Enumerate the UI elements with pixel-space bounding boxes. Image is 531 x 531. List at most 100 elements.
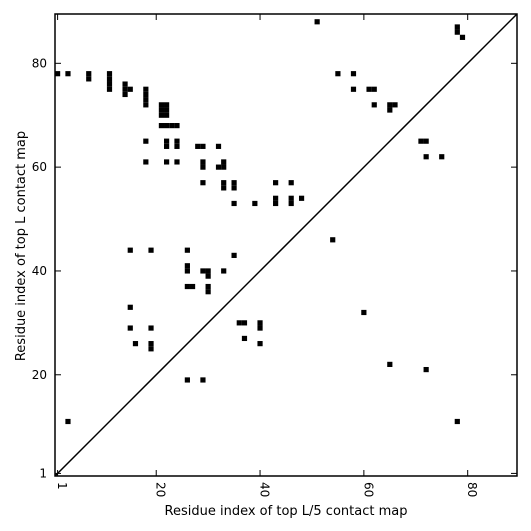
contact-point	[392, 102, 398, 108]
contact-point	[200, 164, 206, 170]
contact-point	[158, 102, 165, 108]
contact-point	[158, 112, 165, 118]
contact-point	[200, 143, 206, 149]
contact-point	[200, 268, 206, 274]
contact-point	[106, 81, 113, 87]
contact-point	[335, 71, 341, 77]
contact-point	[231, 200, 237, 207]
tick-labels: 1 20 40 60 80 1 20 40 60 80	[32, 56, 479, 497]
contact-point	[106, 76, 113, 82]
plot-area	[54, 13, 518, 477]
contact-point	[164, 112, 170, 118]
contact-point	[148, 247, 154, 253]
y-tick-label: 1	[39, 466, 47, 480]
contact-point	[423, 154, 429, 160]
contact-point	[215, 164, 222, 170]
contact-point	[143, 91, 149, 98]
contact-point	[221, 180, 227, 186]
contact-point	[257, 325, 263, 331]
contact-point	[252, 200, 258, 207]
contact-point	[164, 143, 170, 149]
contact-point	[366, 86, 372, 92]
contact-point	[273, 180, 279, 186]
contact-point	[189, 283, 196, 290]
contact-point	[174, 143, 180, 149]
contact-point	[273, 200, 279, 207]
contact-point	[236, 320, 242, 326]
x-tick-label: 80	[465, 482, 479, 497]
contact-points	[55, 19, 466, 425]
x-tick-label: 60	[361, 482, 375, 497]
contact-point	[200, 159, 206, 165]
contact-point	[158, 123, 165, 129]
contact-point	[439, 154, 445, 160]
contact-point	[418, 138, 424, 144]
contact-point	[454, 29, 460, 35]
x-tick-label: 40	[258, 482, 272, 497]
contact-point	[257, 341, 263, 347]
contact-point	[164, 107, 170, 113]
contact-point	[132, 341, 139, 347]
contact-point	[174, 123, 180, 129]
contact-point	[174, 159, 180, 165]
contact-point	[241, 335, 248, 342]
contact-point	[184, 247, 190, 253]
contact-point	[273, 195, 279, 201]
contact-point	[184, 268, 190, 274]
contact-point	[454, 418, 460, 425]
contact-point	[164, 102, 170, 108]
contact-point	[122, 81, 128, 87]
contact-point	[423, 138, 429, 144]
contact-point	[314, 19, 320, 25]
contact-point	[143, 102, 149, 108]
contact-point	[215, 143, 222, 149]
contact-point	[221, 185, 227, 191]
contact-point	[423, 366, 429, 373]
contact-point	[184, 283, 190, 290]
contact-point	[143, 159, 149, 165]
contact-point	[459, 34, 466, 40]
contact-point	[86, 76, 92, 82]
contact-point	[143, 86, 149, 92]
contact-point	[231, 252, 237, 258]
y-axis-label: Residue index of top L contact map	[14, 131, 29, 361]
contact-point	[221, 159, 227, 165]
contact-point	[221, 268, 227, 274]
contact-point	[65, 418, 71, 425]
contact-point	[205, 289, 211, 295]
contact-point	[241, 320, 248, 326]
y-tick-label: 60	[32, 160, 47, 174]
contact-point	[122, 91, 128, 98]
contact-point	[231, 180, 237, 186]
contact-point	[195, 143, 201, 149]
contact-point	[205, 283, 211, 290]
y-tick-label: 40	[32, 264, 47, 278]
y-tick-label: 80	[32, 56, 47, 70]
contact-point	[350, 86, 357, 92]
contact-point	[143, 138, 149, 144]
plot-frame	[54, 13, 518, 477]
contact-point	[148, 346, 154, 352]
contact-point	[106, 71, 113, 77]
contact-point	[387, 102, 393, 108]
contact-point	[143, 97, 149, 103]
diagonal-line	[54, 13, 518, 477]
x-tick-label: 20	[154, 482, 168, 497]
contact-point	[86, 71, 92, 77]
contact-point	[148, 341, 154, 347]
contact-point	[371, 86, 377, 92]
contact-point	[106, 86, 113, 92]
axis-ticks	[55, 14, 517, 476]
contact-point	[127, 86, 133, 92]
x-tick-label: 1	[55, 482, 69, 490]
contact-point	[221, 164, 227, 170]
y-tick-label: 20	[32, 368, 47, 382]
contact-point	[174, 138, 180, 144]
contact-point	[200, 180, 206, 186]
contact-point	[184, 377, 190, 383]
contact-point	[164, 123, 170, 129]
x-axis-label: Residue index of top L/5 contact map	[165, 504, 408, 519]
contact-point	[288, 200, 294, 207]
contact-point	[164, 138, 170, 144]
